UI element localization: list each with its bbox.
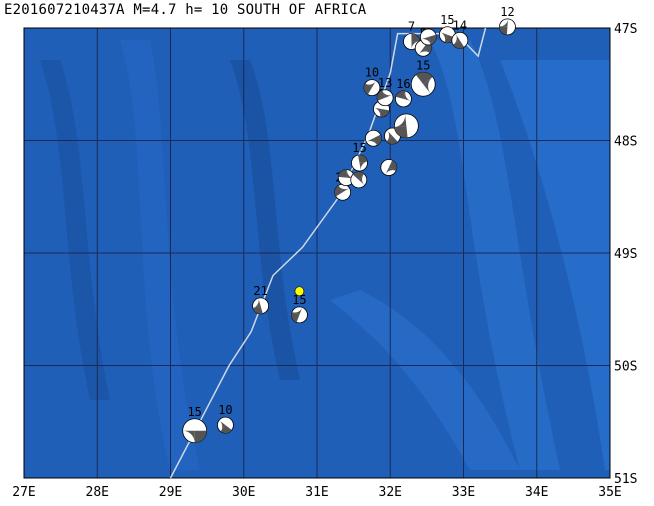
beachball-quadrant — [357, 155, 368, 163]
beachball-quadrant — [411, 33, 420, 42]
event-depth-label: 10 — [365, 66, 379, 80]
beachball — [365, 129, 382, 147]
beachball: 12 — [499, 5, 516, 36]
event-depth-label: 14 — [453, 18, 467, 32]
x-tick-label: 34E — [525, 485, 548, 500]
beachball-quadrant — [252, 298, 261, 309]
seafloor-texture — [40, 40, 610, 470]
beachball: 13 — [376, 76, 394, 107]
beachball: 14 — [451, 18, 469, 49]
event-depth-label: 16 — [396, 77, 410, 91]
y-tick-label: 50S — [614, 360, 637, 375]
beachball: 15 — [291, 293, 308, 324]
beachball — [350, 171, 368, 189]
beachball-quadrant — [499, 18, 509, 27]
beachball-quadrant — [346, 169, 355, 179]
beachball — [393, 113, 419, 139]
beachball-quadrant — [439, 32, 448, 43]
beachball-quadrant — [377, 90, 386, 101]
y-tick-label: 48S — [614, 135, 637, 150]
beachball — [419, 28, 437, 46]
beachball-quadrant — [352, 171, 365, 180]
beachball-quadrant — [385, 167, 396, 175]
beachball: 16 — [395, 77, 412, 108]
event-depth-label: 15 — [416, 58, 430, 72]
beachball-quadrant — [182, 430, 195, 443]
x-tick-label: 29E — [159, 485, 182, 500]
beachball-quadrant — [338, 185, 350, 193]
y-axis-labels: 47S 48S 49S 50S 51S — [614, 22, 637, 487]
beachball-quadrant — [386, 130, 393, 142]
map-title: E201607210437A M=4.7 h= 10 SOUTH OF AFRI… — [4, 2, 367, 18]
beachball-quadrant — [291, 312, 300, 323]
beachball — [337, 169, 355, 187]
beachball-quadrant — [420, 37, 431, 45]
beachball-quadrant — [395, 90, 406, 99]
event-depth-label: 13 — [378, 76, 392, 90]
x-tick-label: 28E — [86, 485, 109, 500]
map-frame — [23, 27, 611, 479]
y-tick-label: 47S — [614, 22, 637, 37]
beachball-quadrant — [415, 72, 433, 85]
epicenter-marker — [294, 286, 305, 297]
beachball-quadrant — [220, 425, 232, 434]
beachball-quadrant — [418, 48, 430, 55]
beachball-quadrant — [453, 33, 460, 45]
beachball-quadrant — [358, 173, 365, 186]
x-tick-label: 33E — [452, 485, 475, 500]
beachball-quadrant — [366, 138, 378, 146]
beachball-quadrant — [252, 305, 263, 314]
event-depth-label: 15 — [187, 405, 201, 419]
beachball-quadrant — [394, 113, 407, 128]
beachball-quadrant — [338, 169, 347, 178]
beachball-quadrant — [394, 125, 408, 138]
beachball: 15 — [182, 405, 208, 444]
event-depth-label: 12 — [500, 5, 514, 19]
beachball-quadrant — [373, 134, 382, 146]
event-depth-label: 15 — [292, 293, 306, 307]
beachball-quadrant — [386, 136, 398, 144]
beachball: 21 — [252, 284, 269, 315]
beachball — [380, 159, 398, 176]
x-tick-label: 32E — [379, 485, 402, 500]
event-depth-label: 10 — [218, 403, 232, 417]
x-tick-label: 35E — [598, 485, 621, 500]
beachball: 10 — [217, 403, 234, 434]
beachball-quadrant — [388, 160, 397, 172]
event-depth-label: 15 — [352, 141, 366, 155]
focal-mechanisms: 15102115241511013161575151412 — [182, 5, 516, 444]
beachball-quadrant — [194, 430, 207, 443]
beachball-quadrant — [423, 76, 433, 94]
x-tick-label: 30E — [232, 485, 255, 500]
beachball-quadrant — [365, 80, 377, 88]
beachball-quadrant — [453, 40, 465, 49]
beachball-quadrant — [334, 185, 343, 197]
beachball-quadrant — [428, 34, 437, 45]
y-tick-label: 49S — [614, 247, 637, 262]
beachball-quadrant — [363, 83, 372, 95]
beachball-quadrant — [359, 161, 368, 171]
beachball: 15 — [410, 58, 436, 97]
beachball-quadrant — [219, 420, 226, 432]
beachball-quadrant — [382, 90, 393, 98]
event-depth-label: 21 — [253, 284, 267, 298]
y-tick-label: 51S — [614, 472, 637, 487]
event-depth-label: 15 — [440, 13, 454, 27]
beachball-quadrant — [403, 91, 412, 101]
x-tick-label: 27E — [12, 485, 35, 500]
beachball-quadrant — [499, 26, 508, 35]
beachball: 15 — [351, 141, 368, 172]
beachball-quadrant — [373, 107, 382, 117]
event-depth-label: 7 — [408, 20, 415, 34]
beachball-quadrant — [380, 109, 390, 117]
beachball-quadrant — [291, 307, 303, 315]
x-tick-label: 31E — [305, 485, 328, 500]
beachball-quadrant — [411, 41, 420, 50]
beachball: 10 — [363, 66, 381, 97]
x-axis-labels: 27E 28E 29E 30E 31E 32E 33E 34E 35E — [12, 485, 621, 500]
